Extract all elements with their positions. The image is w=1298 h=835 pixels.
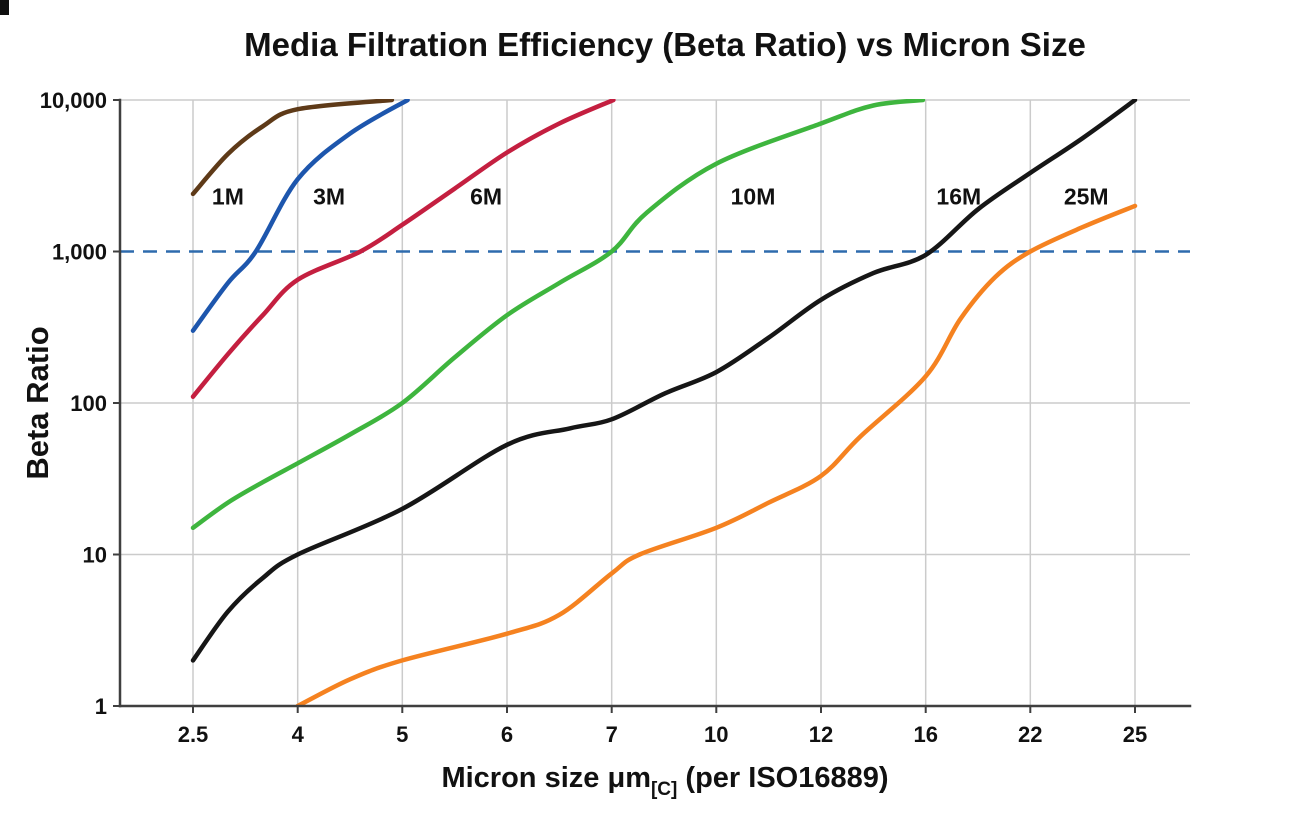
x-tick-label: 7 [606, 722, 618, 747]
series-label-6m: 6M [470, 184, 502, 210]
series-curve-6m [190, 99, 616, 399]
y-tick-label: 10,000 [40, 88, 107, 113]
y-tick-label: 1,000 [52, 240, 107, 265]
x-tick-label: 4 [292, 722, 305, 747]
x-axis-label-subscript: [C] [651, 779, 677, 800]
y-tick-label: 100 [70, 391, 107, 416]
series-label-1m: 1M [212, 184, 244, 210]
series-curve-3m [190, 99, 410, 333]
series-label-10m: 10M [731, 184, 776, 210]
series-curve-16m [190, 99, 1138, 663]
chart-title: Media Filtration Efficiency (Beta Ratio)… [244, 26, 1086, 63]
x-tick-label: 5 [396, 722, 408, 747]
series-label-25m: 25M [1064, 184, 1109, 210]
y-tick-label: 1 [95, 694, 107, 719]
series-label-3m: 3M [313, 184, 345, 210]
tick-labels: 10,000 1,000 100 10 1 2.5 4 5 6 7 10 12 16 22 25 [40, 88, 1148, 747]
series-curves [190, 99, 1138, 707]
y-tick-label: 10 [83, 543, 107, 568]
x-tick-label: 22 [1018, 722, 1042, 747]
x-tick-label: 16 [913, 722, 937, 747]
y-axis-label: Beta Ratio [20, 326, 55, 479]
x-tick-label: 25 [1123, 722, 1147, 747]
series-curve-25m [295, 203, 1138, 707]
series-curve-1m [190, 99, 395, 197]
corner-artifact [0, 0, 9, 15]
x-tick-label: 10 [704, 722, 728, 747]
series-curve-10m [190, 99, 926, 531]
series-labels: 1M 3M 6M 10M 16M 25M [212, 184, 1109, 210]
x-tick-label: 2.5 [178, 722, 209, 747]
x-axis-label-suffix: (per ISO16889) [677, 762, 888, 794]
x-tick-label: 12 [809, 722, 833, 747]
x-tick-label: 6 [501, 722, 513, 747]
series-label-16m: 16M [936, 184, 981, 210]
x-axis-label-main: Micron size μm [441, 762, 651, 794]
x-axis-label: Micron size μm[C] (per ISO16889) [441, 762, 888, 800]
